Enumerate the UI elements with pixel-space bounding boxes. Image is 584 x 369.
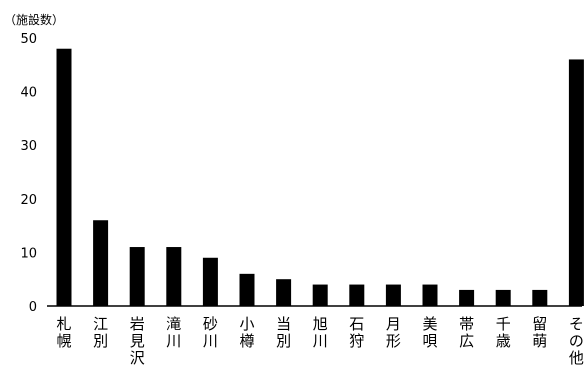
y-tick-label: 10 (20, 246, 37, 261)
category-label: 千歳 (496, 315, 511, 350)
y-tick-label: 0 (29, 300, 37, 315)
y-tick-label: 50 (20, 32, 37, 47)
bar (56, 48, 72, 306)
category-label: 石狩 (349, 315, 364, 350)
category-label: 帯広 (459, 315, 474, 350)
bar (166, 247, 182, 306)
category-label: 留萌 (532, 315, 547, 350)
bar (349, 284, 365, 306)
category-label: 月形 (386, 315, 401, 350)
bar (459, 289, 475, 306)
category-label: 江別 (93, 315, 108, 350)
y-axis-unit-label: （施設数） (4, 12, 64, 27)
category-label: その他 (569, 315, 584, 367)
y-tick-label: 20 (20, 193, 37, 208)
bar (276, 279, 292, 306)
bar (532, 289, 548, 306)
bar (422, 284, 438, 306)
category-label: 滝川 (166, 315, 181, 350)
bar (568, 59, 584, 306)
bar (129, 247, 145, 306)
y-tick-labels: 0 10 20 30 40 50 (20, 32, 37, 315)
category-label: 当別 (276, 315, 291, 350)
bar (239, 273, 255, 306)
category-label: 小樽 (239, 315, 254, 350)
bar (495, 289, 511, 306)
y-tick-label: 30 (20, 139, 37, 154)
category-label: 砂川 (203, 315, 218, 350)
bar (385, 284, 401, 306)
category-label: 札幌 (56, 315, 71, 350)
bar (93, 220, 109, 306)
y-tick-label: 40 (20, 86, 37, 101)
category-label: 美唄 (422, 315, 437, 350)
category-label: 旭川 (313, 315, 328, 350)
bars (56, 48, 584, 306)
category-label: 岩見沢 (130, 315, 145, 367)
bar (312, 284, 328, 306)
bar (202, 257, 218, 306)
